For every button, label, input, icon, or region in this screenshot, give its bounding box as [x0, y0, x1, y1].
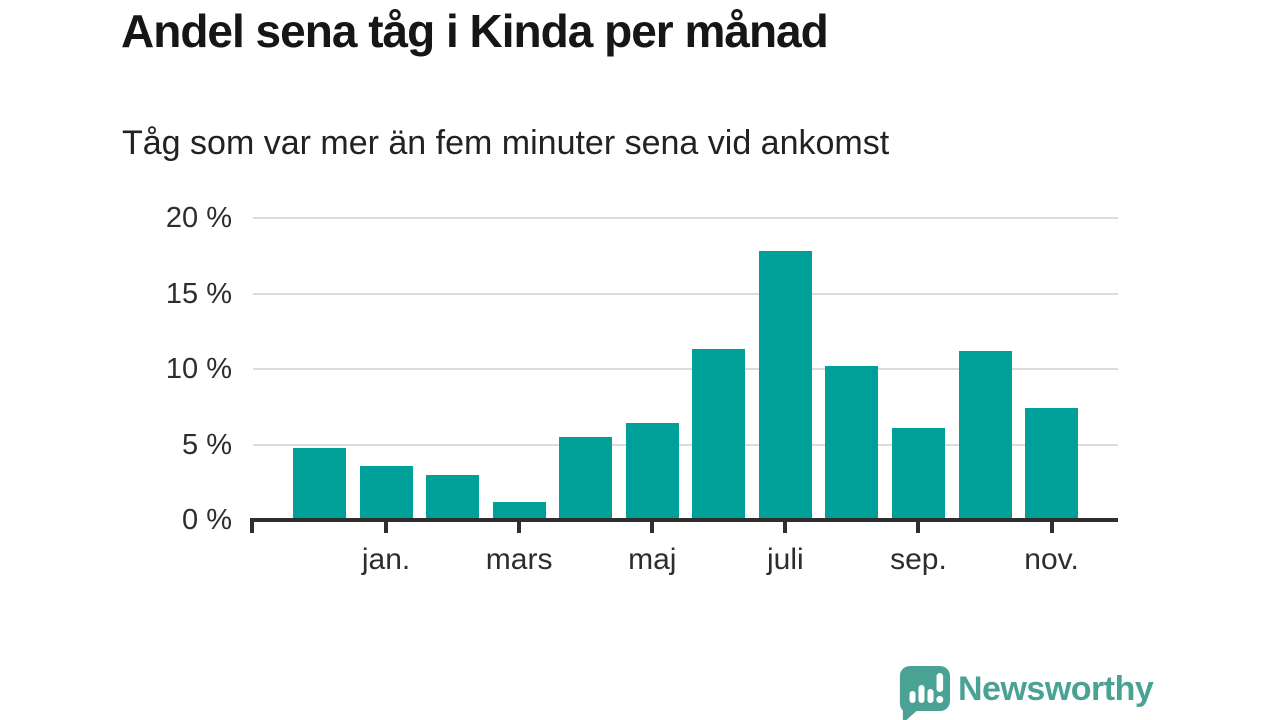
x-axis-tick — [916, 520, 921, 533]
x-axis-line — [250, 518, 1118, 522]
y-axis-tick-label: 0 % — [182, 504, 232, 536]
x-axis-tick — [650, 520, 655, 533]
x-axis-tick-label: nov. — [1024, 543, 1079, 576]
x-axis-tick — [1049, 520, 1054, 533]
bar-month-4 — [492, 501, 546, 520]
logo-exclamation-dot — [936, 696, 944, 703]
logo-exclamation-bar — [936, 673, 944, 692]
speech-bubble-shape — [899, 666, 950, 720]
gridline — [253, 217, 1118, 219]
y-axis-tick-label: 5 % — [182, 428, 232, 461]
gridline — [253, 368, 1118, 370]
chart-subtitle: Tåg som var mer än fem minuter sena vid … — [122, 124, 890, 162]
bar-month-6 — [625, 423, 679, 520]
y-axis-tick-label: 15 % — [165, 277, 232, 310]
bar-month-2 — [359, 465, 413, 520]
chart-title: Andel sena tåg i Kinda per månad — [121, 5, 829, 57]
bar-month-8 — [758, 251, 812, 520]
brand-lockup: Newsworthy — [898, 664, 1154, 720]
x-axis-tick — [517, 520, 522, 533]
bar-month-9 — [825, 365, 879, 520]
gridline — [253, 443, 1118, 446]
bar-month-7 — [692, 349, 746, 520]
bar-month-11 — [958, 350, 1012, 520]
x-axis-tick-label: jan. — [361, 543, 411, 576]
logo-bar-2 — [918, 685, 925, 703]
newsworthy-logo-icon — [899, 666, 950, 720]
logo-bar-3 — [927, 689, 934, 703]
bar-month-10 — [891, 427, 945, 520]
y-axis-tick-label: 10 % — [165, 353, 232, 385]
x-axis-tick-label: maj — [628, 543, 677, 576]
y-axis-tick-label: 20 % — [165, 202, 232, 234]
gridline — [253, 292, 1118, 295]
bar-month-1 — [293, 447, 346, 520]
bar-month-3 — [426, 474, 480, 520]
x-axis-tick-label: sep. — [890, 543, 947, 576]
x-axis-tick-label: mars — [485, 543, 553, 576]
logo-bar-1 — [909, 691, 916, 703]
x-axis-tick-label: juli — [767, 543, 804, 576]
bar-month-12 — [1025, 408, 1079, 520]
brand-name: Newsworthy — [958, 670, 1154, 708]
bar-month-5 — [559, 436, 613, 520]
x-axis-tick — [384, 520, 389, 533]
x-axis-tick — [783, 520, 788, 533]
x-axis-tick — [250, 520, 254, 533]
